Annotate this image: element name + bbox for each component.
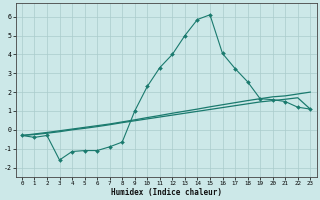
X-axis label: Humidex (Indice chaleur): Humidex (Indice chaleur) (111, 188, 221, 197)
